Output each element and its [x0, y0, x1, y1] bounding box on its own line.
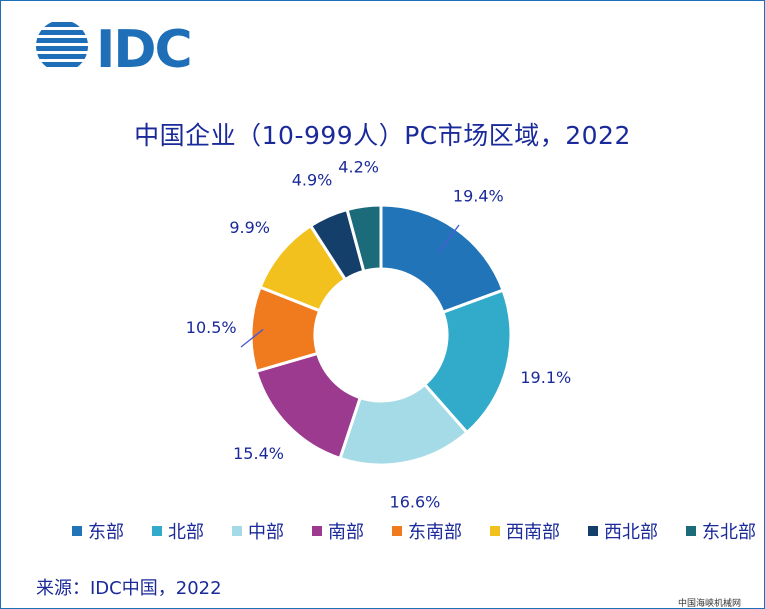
- legend-item-7: 西北部: [588, 518, 658, 544]
- legend-item-6: 西南部: [490, 518, 560, 544]
- legend-item-2: 北部: [152, 518, 204, 544]
- legend-label: 东部: [88, 522, 124, 543]
- leader-line-1: [437, 224, 460, 254]
- legend-swatch: [490, 526, 500, 536]
- chart-title: 中国企业（10-999人）PC市场区域，2022: [134, 121, 631, 150]
- idc-logo: IDC: [36, 20, 193, 74]
- data-label-8: 4.2%: [338, 157, 379, 176]
- legend-item-1: 东部: [72, 518, 124, 544]
- data-label-3: 16.6%: [390, 493, 441, 512]
- chart-legend: 东部 北部 中部 南部 东南部 西南部 西北部 东北部: [72, 518, 756, 544]
- idc-logo-text: IDC: [96, 20, 191, 74]
- legend-label: 东南部: [408, 522, 462, 543]
- data-label-7: 4.9%: [292, 171, 333, 190]
- donut-slice-8: [345, 203, 383, 274]
- donut-slice-2: [422, 288, 513, 435]
- data-label-2: 19.1%: [520, 368, 571, 387]
- leader-line-5: [240, 328, 264, 348]
- legend-label: 西南部: [506, 522, 560, 543]
- legend-label: 北部: [168, 522, 204, 543]
- legend-swatch: [72, 526, 82, 536]
- legend-swatch: [152, 526, 162, 536]
- legend-item-4: 南部: [312, 518, 364, 544]
- legend-item-3: 中部: [232, 518, 284, 544]
- donut-slice-4: [254, 351, 363, 461]
- data-label-1: 19.4%: [453, 187, 504, 206]
- data-label-4: 15.4%: [233, 444, 284, 463]
- legend-label: 西北部: [604, 522, 658, 543]
- legend-swatch: [588, 526, 598, 536]
- legend-swatch: [232, 526, 242, 536]
- data-label-5: 10.5%: [186, 318, 237, 337]
- data-label-6: 9.9%: [229, 218, 270, 237]
- legend-swatch: [686, 526, 696, 536]
- legend-item-8: 东北部: [686, 518, 756, 544]
- watermark: 中国海峡机械网: [677, 599, 741, 609]
- legend-label: 南部: [328, 522, 364, 543]
- legend-swatch: [392, 526, 402, 536]
- legend-item-5: 东南部: [392, 518, 462, 544]
- legend-label: 中部: [248, 522, 284, 543]
- donut-slice-1: [379, 203, 505, 315]
- legend-swatch: [312, 526, 322, 536]
- legend-label: 东北部: [702, 522, 756, 543]
- source-note: 来源：IDC中国，2022: [36, 578, 222, 599]
